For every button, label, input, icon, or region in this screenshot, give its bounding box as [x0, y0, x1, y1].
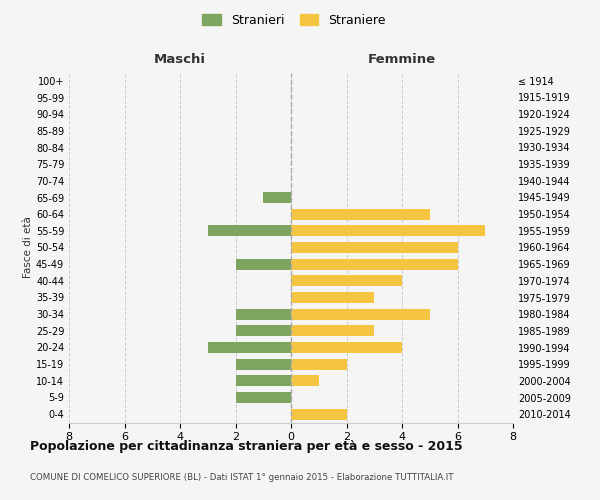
- Text: Maschi: Maschi: [154, 53, 206, 66]
- Bar: [235, 376, 291, 386]
- Bar: [291, 342, 402, 353]
- Bar: [208, 342, 291, 353]
- Bar: [235, 359, 291, 370]
- Bar: [235, 392, 291, 403]
- Bar: [291, 376, 319, 386]
- Text: Popolazione per cittadinanza straniera per età e sesso - 2015: Popolazione per cittadinanza straniera p…: [30, 440, 463, 453]
- Bar: [235, 308, 291, 320]
- Text: Femmine: Femmine: [368, 53, 436, 66]
- Legend: Stranieri, Straniere: Stranieri, Straniere: [197, 8, 391, 32]
- Bar: [235, 326, 291, 336]
- Bar: [291, 292, 374, 303]
- Bar: [291, 308, 430, 320]
- Bar: [291, 226, 485, 236]
- Bar: [291, 209, 430, 220]
- Bar: [291, 326, 374, 336]
- Text: COMUNE DI COMELICO SUPERIORE (BL) - Dati ISTAT 1° gennaio 2015 - Elaborazione TU: COMUNE DI COMELICO SUPERIORE (BL) - Dati…: [30, 473, 454, 482]
- Bar: [263, 192, 291, 203]
- Y-axis label: Fasce di età: Fasce di età: [23, 216, 33, 278]
- Bar: [291, 259, 458, 270]
- Bar: [208, 226, 291, 236]
- Bar: [291, 242, 458, 253]
- Bar: [291, 359, 347, 370]
- Bar: [291, 409, 347, 420]
- Bar: [235, 259, 291, 270]
- Bar: [291, 276, 402, 286]
